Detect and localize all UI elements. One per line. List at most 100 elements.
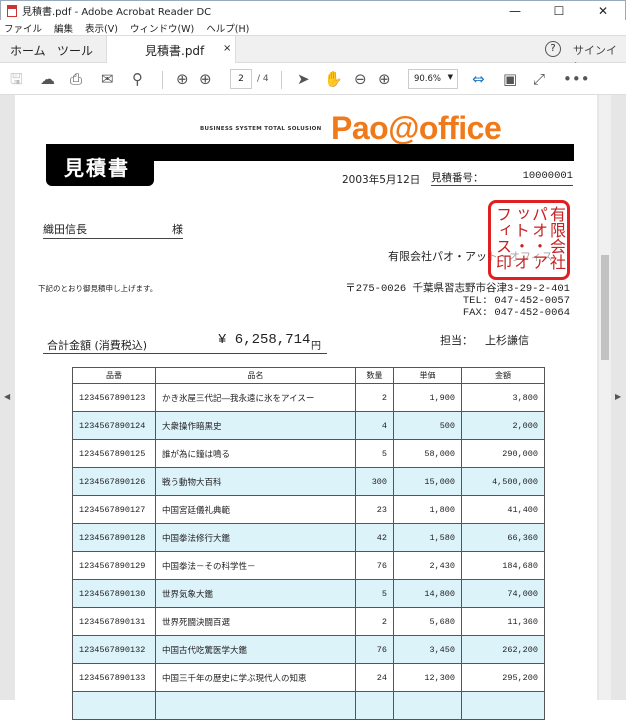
quantity: 42 [355, 523, 394, 552]
table-row: 1234567890130 世界気象大鑑 5 14,800 74,000 [72, 579, 545, 608]
page-number-input[interactable]: 2 [230, 69, 252, 89]
fit-page-icon[interactable]: ▣ [503, 70, 518, 88]
tab-document-label: 見積書.pdf [145, 44, 205, 58]
tab-document[interactable]: 見積書.pdf × [106, 36, 236, 63]
zoom-value: 90.6% [414, 74, 442, 84]
zoom-dropdown[interactable]: 90.6% ▼ [408, 69, 458, 89]
menu-window[interactable]: ウィンドウ(W) [129, 23, 195, 35]
zoom-out-icon[interactable]: ⊖ [354, 70, 367, 88]
empty-cell [72, 691, 156, 720]
menu-file[interactable]: ファイル [4, 23, 43, 35]
previous-page-icon[interactable]: ⊕ [176, 70, 189, 88]
select-cursor-icon[interactable]: ➤ [297, 70, 310, 88]
amount: 4,500,000 [461, 467, 545, 496]
staff-label: 担当： [440, 334, 473, 347]
more-options-icon[interactable]: ••• [563, 70, 590, 88]
left-arrow-icon[interactable]: ◀ [4, 392, 11, 401]
item-code: 1234567890128 [72, 523, 156, 552]
quantity: 2 [355, 607, 394, 636]
hand-tool-icon[interactable]: ✋ [324, 70, 343, 88]
chevron-down-icon: ▼ [447, 73, 453, 81]
help-icon[interactable]: ? [545, 41, 561, 57]
minimize-button[interactable]: — [509, 4, 521, 18]
menu-help[interactable]: ヘルプ(H) [206, 23, 250, 35]
item-code: 1234567890126 [72, 467, 156, 496]
amount: 66,360 [461, 523, 545, 552]
item-name: 中国古代吃驚医学大鑑 [155, 635, 356, 664]
table-row: 1234567890132 中国古代吃驚医学大鑑 76 3,450 262,200 [72, 635, 545, 664]
empty-cell [393, 691, 462, 720]
email-icon[interactable]: ✉ [101, 70, 114, 88]
table-row: 1234567890126 戦う動物大百科 300 15,000 4,500,000 [72, 467, 545, 496]
item-name: 世界死闘決闘百選 [155, 607, 356, 636]
table-row: 1234567890125 誰が為に鐘は鳴る 5 58,000 290,000 [72, 439, 545, 468]
item-code: 1234567890125 [72, 439, 156, 468]
unit-price: 15,000 [393, 467, 462, 496]
table-row: 1234567890124 大衆操作暗黒史 4 500 2,000 [72, 411, 545, 440]
quantity: 76 [355, 551, 394, 580]
page-total: / 4 [257, 74, 269, 84]
menu-edit[interactable]: 編集 [54, 23, 74, 35]
zoom-in-icon[interactable]: ⊕ [378, 70, 391, 88]
tab-home[interactable]: ホーム [10, 44, 46, 58]
toolbar: 🖫 ☁ ⎙ ✉ ⚲ ⊕ ⊕ 2 / 4 ➤ ✋ ⊖ ⊕ 90.6% ▼ ⇔ ▣ ⤢… [0, 63, 626, 95]
item-name: 中国拳法－その科学性－ [155, 551, 356, 580]
close-tab-icon[interactable]: × [223, 43, 232, 54]
maximize-button[interactable]: ☐ [553, 4, 565, 18]
item-code: 1234567890131 [72, 607, 156, 636]
amount: 74,000 [461, 579, 545, 608]
quantity: 24 [355, 663, 394, 692]
unit-price: 1,900 [393, 383, 462, 412]
tab-tools[interactable]: ツール [57, 44, 94, 58]
unit-price: 1,800 [393, 495, 462, 524]
quantity: 2 [355, 383, 394, 412]
unit-price: 3,450 [393, 635, 462, 664]
right-arrow-icon[interactable]: ▶ [615, 392, 622, 401]
unit-price: 14,800 [393, 579, 462, 608]
header-bar [46, 144, 574, 161]
print-icon[interactable]: ⎙ [70, 70, 83, 88]
table-row: 1234567890133 中国三千年の歴史に学ぶ現代人の知恵 24 12,300 29… [72, 663, 545, 692]
company-seal: 有限会社パオ・アット・オフィス印 [488, 200, 570, 280]
item-code: 1234567890124 [72, 411, 156, 440]
table-row [72, 691, 545, 720]
amount: 2,000 [461, 411, 545, 440]
intro-text: 下記のとおり御見積申し上げます。 [38, 284, 158, 293]
scrollbar-thumb[interactable] [601, 255, 609, 360]
title-bar: 見積書.pdf - Adobe Acrobat Reader DC — ☐ ✕ [0, 0, 626, 20]
customer-name: 織田信長 [43, 223, 87, 236]
tagline: BUSINESS SYSTEM TOTAL SOLUSION [200, 126, 322, 132]
search-icon[interactable]: ⚲ [132, 70, 143, 88]
address: 〒275-0026 千葉県習志野市谷津3-29-2-401 [345, 283, 570, 295]
item-name: 中国拳法修行大鑑 [155, 523, 356, 552]
items-table: 品番 品名 数量 単価 金額 1234567890123 かき氷屋三代記―我永遠に… [72, 367, 545, 720]
fit-width-icon[interactable]: ⇔ [472, 70, 485, 88]
quantity: 23 [355, 495, 394, 524]
unit-price: 2,430 [393, 551, 462, 580]
save-icon[interactable]: 🖫 [10, 70, 23, 88]
unit-price: 1,580 [393, 523, 462, 552]
date: 2003年5月12日 [342, 174, 421, 186]
close-button[interactable]: ✕ [597, 4, 609, 18]
amount: 11,360 [461, 607, 545, 636]
quantity: 5 [355, 439, 394, 468]
upload-cloud-icon[interactable]: ☁ [40, 70, 55, 88]
next-page-icon[interactable]: ⊕ [199, 70, 212, 88]
item-code: 1234567890129 [72, 551, 156, 580]
tel: TEL: 047-452-0057 [462, 295, 570, 307]
quantity: 4 [355, 411, 394, 440]
vertical-scrollbar[interactable] [599, 95, 611, 700]
menu-view[interactable]: 表示(V) [85, 23, 118, 35]
tab-bar: ホーム ツール 見積書.pdf × ? サインイン [0, 36, 626, 73]
table-row: 1234567890127 中国宮廷儀礼典範 23 1,800 41,400 [72, 495, 545, 524]
col-amount: 金額 [461, 367, 545, 384]
item-name: 大衆操作暗黒史 [155, 411, 356, 440]
item-name: 戦う動物大百科 [155, 467, 356, 496]
amount: 262,200 [461, 635, 545, 664]
pdf-file-icon [7, 4, 17, 17]
amount: 41,400 [461, 495, 545, 524]
empty-cell [461, 691, 545, 720]
full-screen-icon[interactable]: ⤢ [533, 70, 546, 88]
col-price: 単価 [393, 367, 462, 384]
menu-bar: ファイル 編集 表示(V) ウィンドウ(W) ヘルプ(H) [0, 20, 626, 36]
